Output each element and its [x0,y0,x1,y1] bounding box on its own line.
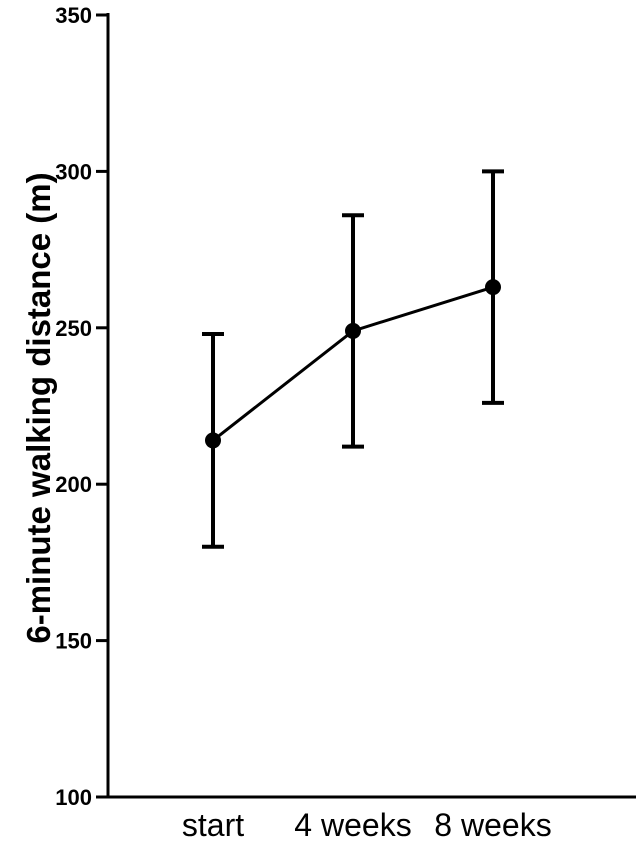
x-tick-label: 8 weeks [434,807,551,843]
series-group [202,169,504,549]
data-point [485,279,501,296]
y-tick-label: 200 [55,472,92,497]
y-axis-title: 6-minute walking distance (m) [20,172,57,643]
data-point [205,432,221,449]
x-tick-label: 4 weeks [294,807,411,843]
y-tick-label: 300 [55,159,92,184]
axes [106,13,636,799]
y-ticks: 100 150 200 250 300 350 [55,3,108,810]
y-tick-label: 100 [55,785,92,810]
y-tick-label: 350 [55,3,92,28]
y-tick-label: 150 [55,629,92,654]
x-tick-label: start [182,807,244,843]
y-tick-label: 250 [55,316,92,341]
data-point [345,322,361,339]
x-ticks: start 4 weeks 8 weeks [182,807,552,843]
